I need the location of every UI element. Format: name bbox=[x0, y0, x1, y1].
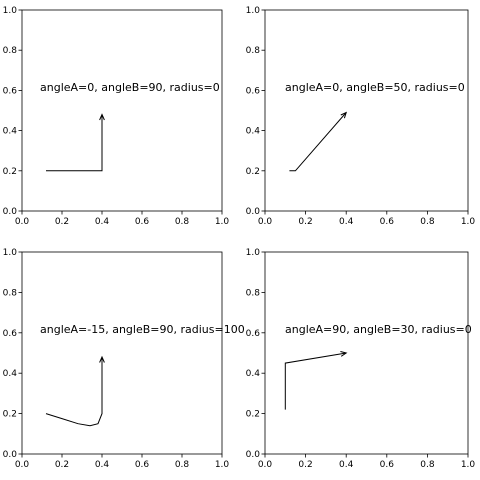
y-tick-label: 0.2 bbox=[3, 167, 17, 177]
y-tick-label: 0.6 bbox=[246, 86, 261, 96]
connection-line bbox=[46, 114, 103, 172]
x-tick-label: 0.6 bbox=[380, 217, 395, 227]
x-tick-label: 1.0 bbox=[461, 217, 476, 227]
x-tick-label: 0.0 bbox=[258, 460, 273, 470]
x-tick-label: 0.4 bbox=[95, 217, 110, 227]
x-tick-label: 0.0 bbox=[15, 217, 30, 227]
y-tick-label: 0.4 bbox=[3, 369, 18, 379]
y-tick-label: 0.6 bbox=[3, 329, 18, 339]
y-tick-label: 0.0 bbox=[3, 207, 18, 217]
y-tick-label: 1.0 bbox=[246, 6, 261, 16]
y-tick-label: 0.8 bbox=[246, 46, 261, 56]
axes-2: 0.0 0.2 0.4 0.6 0.8 1.0 0.0 0.2 0.4 0.6 0.8 1.0 angl… bbox=[246, 6, 476, 227]
axes-3: 0.0 0.2 0.4 0.6 0.8 1.0 0.0 0.2 0.4 0.6 0.8 1.0 angl… bbox=[3, 248, 245, 470]
x-tick-label: 0.6 bbox=[135, 460, 150, 470]
x-tick-label: 0.6 bbox=[135, 217, 150, 227]
y-tick-label: 1.0 bbox=[3, 6, 18, 16]
annotation-label: angleA=-15, angleB=90, radius=100 bbox=[40, 323, 245, 336]
axes-frame bbox=[264, 9, 469, 212]
x-tick-label: 1.0 bbox=[215, 460, 230, 470]
x-tick-label: 1.0 bbox=[461, 460, 476, 470]
x-tick-label: 0.2 bbox=[55, 460, 69, 470]
x-tick-label: 0.2 bbox=[55, 217, 69, 227]
x-tick-label: 1.0 bbox=[215, 217, 230, 227]
y-tick-label: 0.0 bbox=[246, 450, 261, 460]
connection-line bbox=[284, 352, 347, 410]
x-tick-label: 0.4 bbox=[339, 217, 354, 227]
annotation-label: angleA=90, angleB=30, radius=0 bbox=[285, 323, 472, 336]
arrowhead bbox=[340, 351, 348, 357]
arrowhead bbox=[99, 355, 105, 363]
arrowhead bbox=[340, 111, 348, 119]
y-tick-label: 0.0 bbox=[3, 450, 18, 460]
connection-line bbox=[289, 112, 347, 172]
y-tick-label: 0.6 bbox=[3, 86, 18, 96]
y-tick-label: 0.2 bbox=[246, 410, 260, 420]
axes-4: 0.0 0.2 0.4 0.6 0.8 1.0 0.0 0.2 0.4 0.6 0.8 1.0 angl… bbox=[246, 248, 476, 470]
x-tick-label: 0.8 bbox=[420, 217, 435, 227]
x-tick-label: 0.0 bbox=[258, 217, 273, 227]
y-tick-label: 1.0 bbox=[3, 248, 18, 258]
annotation-label: angleA=0, angleB=90, radius=0 bbox=[40, 81, 220, 94]
axes-1: 0.0 0.2 0.4 0.6 0.8 1.0 0.0 0.2 0.4 0.6 0.8 1.0 angl… bbox=[3, 6, 230, 227]
y-tick-label: 0.6 bbox=[246, 329, 261, 339]
arrowhead bbox=[99, 113, 105, 121]
y-tick-label: 0.0 bbox=[246, 207, 261, 217]
x-tick-label: 0.0 bbox=[15, 460, 30, 470]
y-tick-label: 0.2 bbox=[3, 410, 17, 420]
x-tick-label: 0.4 bbox=[95, 460, 110, 470]
axes-frame bbox=[21, 251, 223, 455]
x-tick-label: 0.8 bbox=[175, 217, 190, 227]
y-tick-label: 0.4 bbox=[3, 127, 18, 137]
x-tick-label: 0.6 bbox=[380, 460, 395, 470]
y-tick-label: 0.4 bbox=[246, 369, 261, 379]
x-tick-label: 0.8 bbox=[420, 460, 435, 470]
y-tick-label: 0.2 bbox=[246, 167, 260, 177]
y-tick-label: 0.4 bbox=[246, 127, 261, 137]
y-tick-label: 0.8 bbox=[3, 46, 18, 56]
axes-frame bbox=[21, 9, 223, 212]
x-tick-label: 0.2 bbox=[298, 217, 312, 227]
connection-line bbox=[45, 357, 103, 427]
axes-frame bbox=[264, 251, 469, 455]
y-tick-label: 1.0 bbox=[246, 248, 261, 258]
y-tick-label: 0.8 bbox=[246, 288, 261, 298]
x-tick-label: 0.8 bbox=[175, 460, 190, 470]
y-tick-label: 0.8 bbox=[3, 288, 18, 298]
x-tick-label: 0.4 bbox=[339, 460, 354, 470]
x-tick-label: 0.2 bbox=[298, 460, 312, 470]
annotation-label: angleA=0, angleB=50, radius=0 bbox=[285, 81, 465, 94]
